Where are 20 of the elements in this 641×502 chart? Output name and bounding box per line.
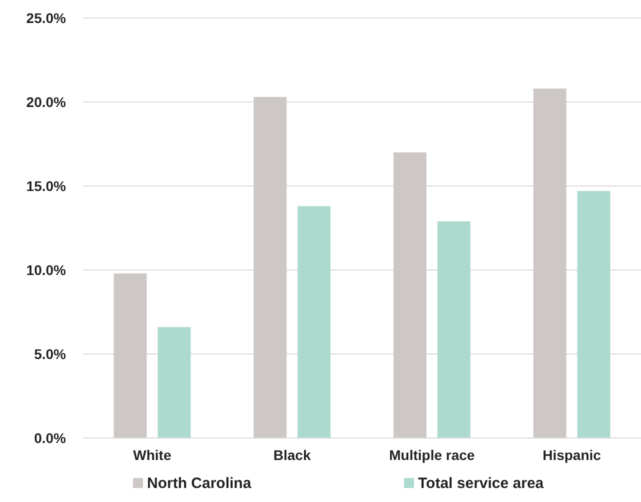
x-tick-label: Multiple race — [389, 447, 475, 463]
bar — [437, 221, 470, 438]
bar — [254, 96, 287, 438]
y-tick-label: 10.0% — [26, 262, 67, 278]
y-tick-label: 15.0% — [26, 178, 67, 194]
legend-label: Total service area — [418, 475, 544, 492]
y-tick-label: 5.0% — [34, 346, 67, 362]
bar — [533, 88, 566, 438]
bar — [298, 206, 331, 438]
bar — [577, 191, 610, 438]
bar — [393, 152, 426, 438]
y-tick-label: 0.0% — [34, 430, 67, 446]
x-tick-label: Hispanic — [542, 447, 602, 463]
y-tick-label: 25.0% — [26, 10, 67, 26]
legend-label: North Carolina — [147, 475, 252, 492]
bar — [158, 327, 191, 438]
bar — [114, 273, 147, 438]
x-tick-label: White — [133, 447, 172, 463]
y-tick-label: 20.0% — [26, 94, 67, 110]
x-tick-label: Black — [273, 447, 311, 463]
